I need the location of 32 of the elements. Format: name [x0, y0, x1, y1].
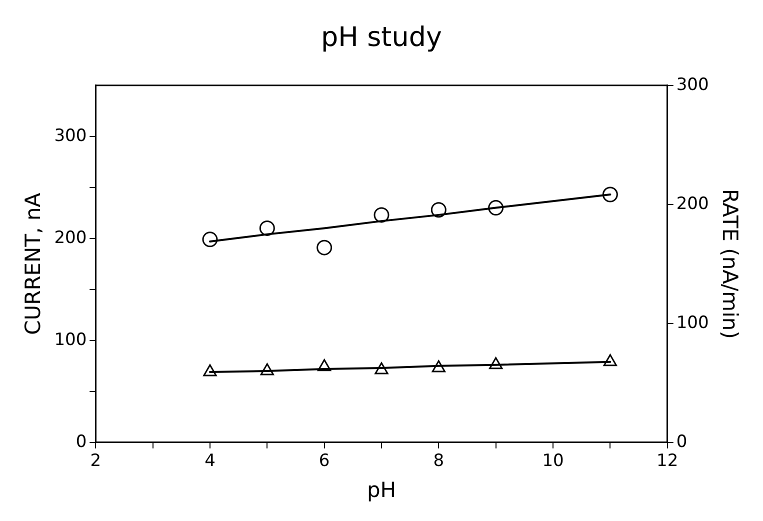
point — [374, 362, 388, 374]
point — [432, 360, 446, 372]
point — [603, 354, 617, 366]
y2-axis-title: RATE (nA/min) — [718, 188, 742, 339]
x-tick-label: 6 — [318, 451, 330, 472]
point — [488, 200, 504, 216]
x-axis-title: pH — [366, 478, 396, 502]
point — [374, 207, 390, 223]
y2-tick-label: 300 — [676, 74, 709, 95]
point — [260, 363, 274, 376]
y2-tick-label: 100 — [676, 312, 709, 333]
y2-tick-label: 200 — [676, 194, 709, 214]
point — [318, 359, 332, 372]
point — [602, 186, 618, 202]
point — [203, 364, 217, 376]
point — [202, 232, 218, 248]
point — [259, 220, 275, 236]
point — [316, 240, 332, 256]
x-tick-label: 8 — [433, 451, 444, 472]
x-tick-label: 10 — [542, 451, 564, 472]
x-tick-label: 4 — [204, 451, 216, 472]
y2-tick-label: 0 — [676, 432, 688, 452]
x-tick-label: 12 — [656, 451, 678, 472]
x-tick-label: 2 — [90, 451, 102, 472]
chart-title: pH study — [321, 22, 442, 54]
point — [489, 357, 503, 370]
point — [430, 202, 446, 218]
y-tick-label: 100 — [54, 330, 87, 350]
y-axis-title: CURRENT, nA — [21, 192, 46, 335]
y-tick-label: 200 — [54, 228, 87, 248]
y-tick-label: 300 — [54, 126, 87, 146]
y-tick-label: 0 — [76, 432, 87, 452]
